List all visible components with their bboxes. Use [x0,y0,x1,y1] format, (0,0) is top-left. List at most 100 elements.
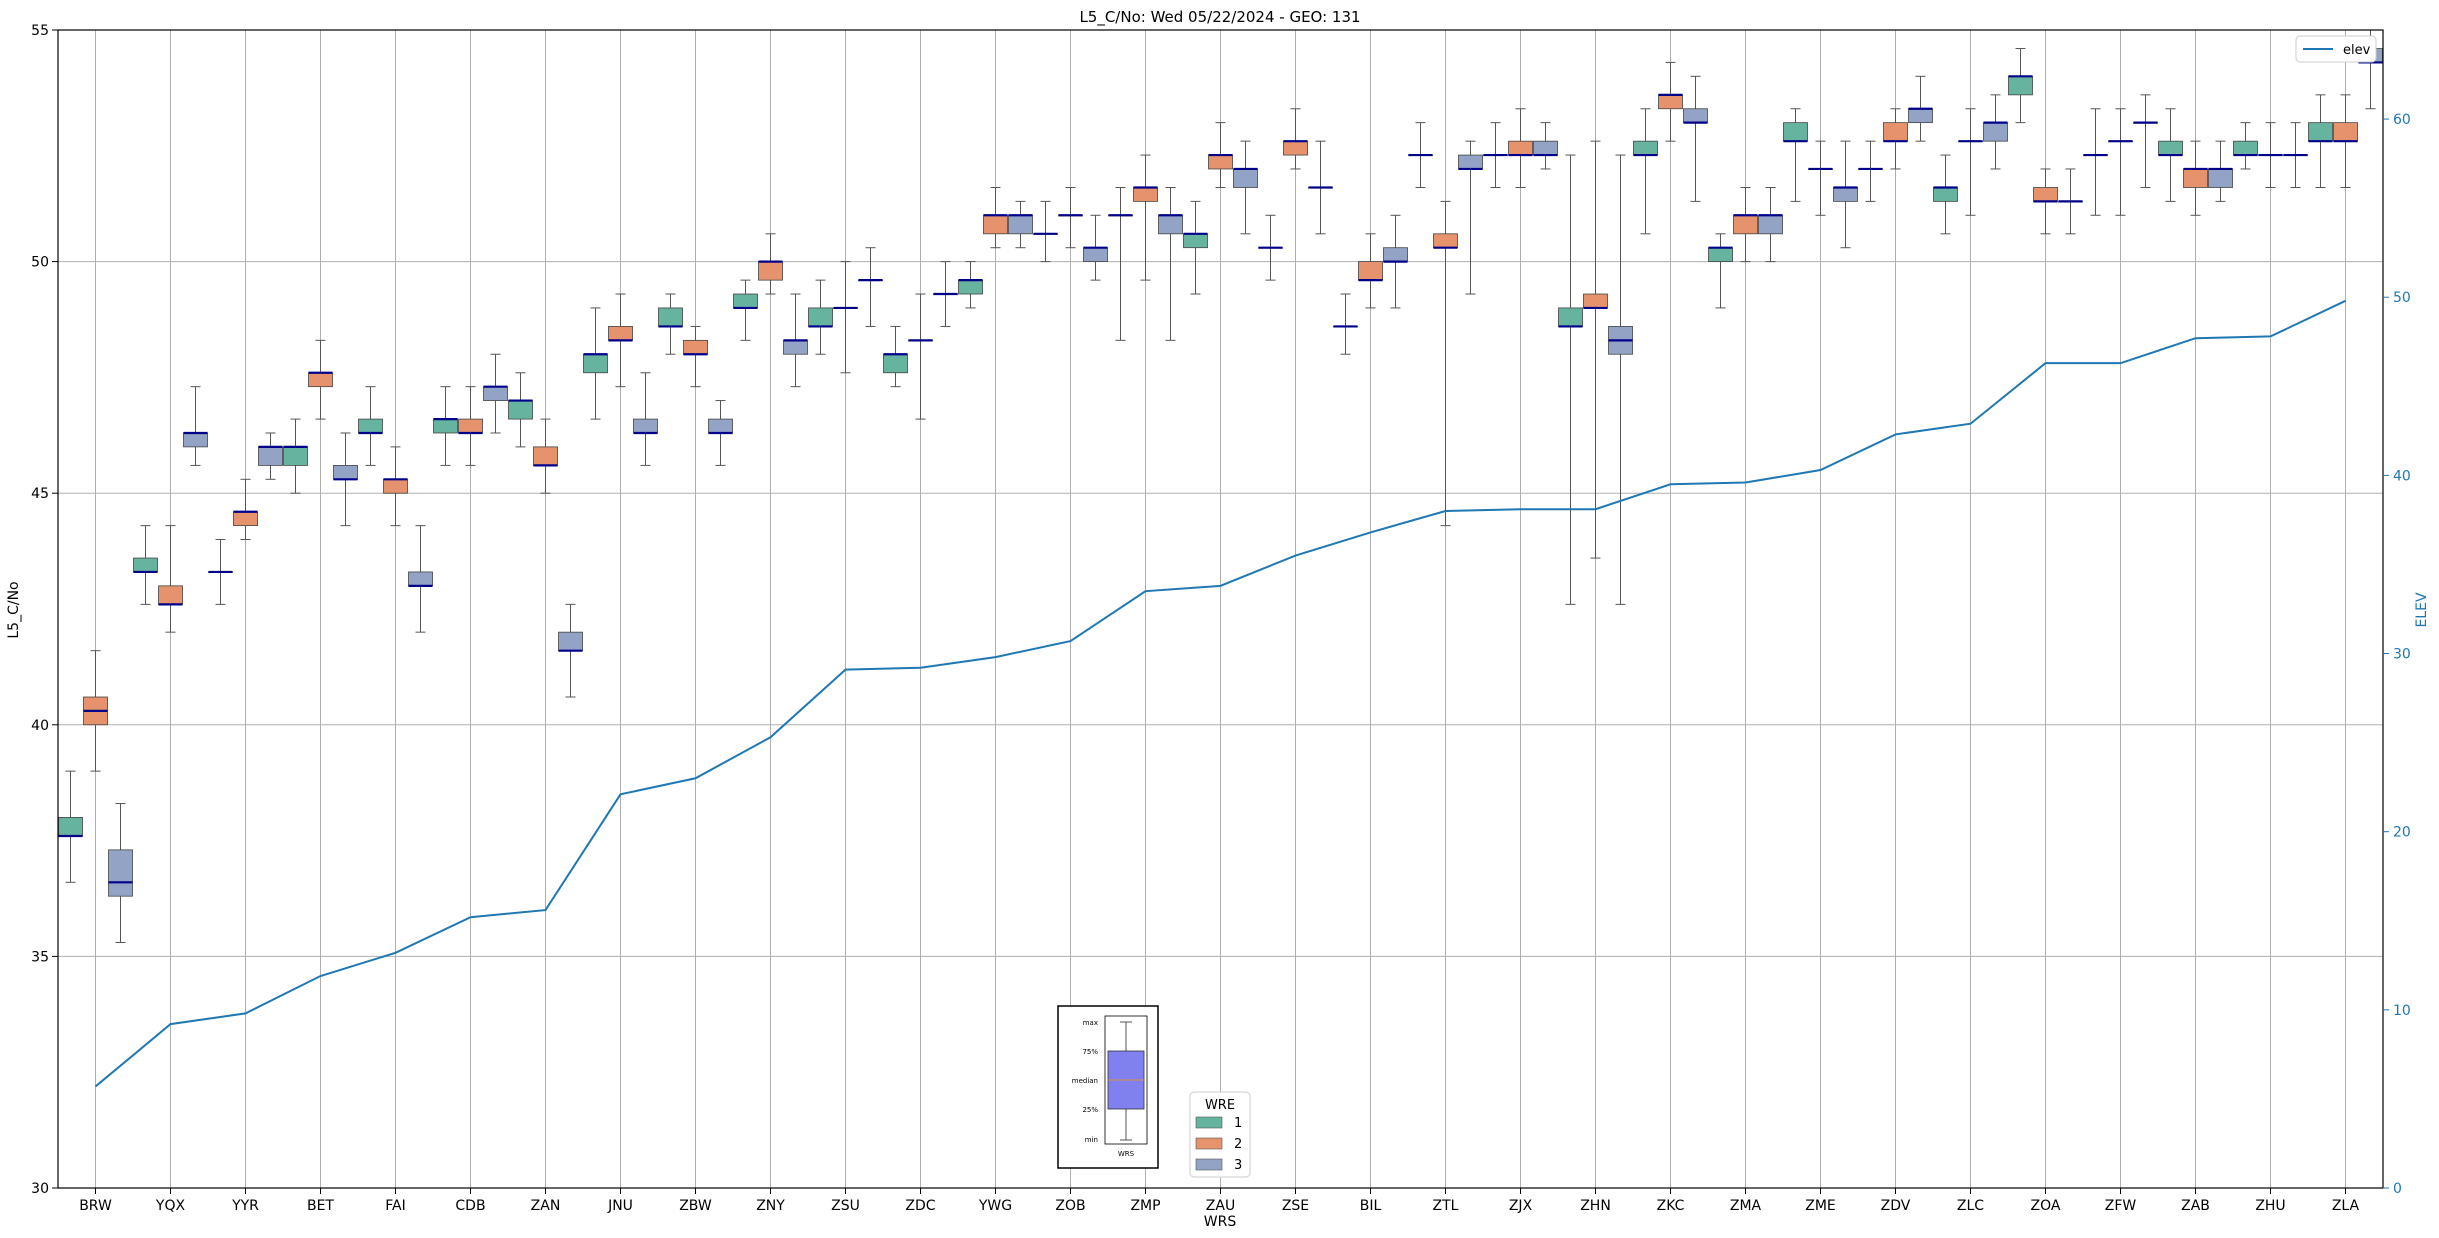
box-iqr [1458,154,1483,170]
box-ZHN-wre3 [1608,154,1633,605]
key-label-min: min [1085,1136,1098,1144]
box-ZKC-wre3 [1683,75,1708,202]
chart-title: L5_C/No: Wed 05/22/2024 - GEO: 131 [1079,8,1360,27]
legend-swatch-2 [1195,1137,1223,1150]
key-label-median: median [1072,1077,1098,1085]
box-iqr [333,465,358,480]
y-axis-left: 30 35 40 45 50 55 [31,23,58,1197]
key-xlabel: WRS [1118,1150,1135,1158]
x-tick-label: ZOA [2031,1198,2061,1214]
box-iqr [1183,233,1208,249]
box-iqr [1083,247,1108,262]
y-tick-label: 45 [31,486,49,502]
box-BET-wre3 [333,432,358,527]
box-iqr [1983,122,2008,142]
x-tick-label: ZBW [679,1198,712,1214]
x-tick-label: ZHU [2255,1198,2285,1214]
box-CDB-wre2 [458,386,483,466]
elev-line-group [94,299,2346,1088]
box-iqr [1583,293,1608,309]
legend-swatch-1 [1195,1116,1223,1129]
box-FAI-wre3 [408,525,433,633]
box-iqr [1383,247,1408,262]
box-JNU-wre3 [633,372,658,466]
x-tick-label: ZMA [1730,1198,1762,1214]
box-YQX-wre2 [158,525,183,633]
box-iqr [283,446,308,466]
box-BIL-wre3 [1383,214,1408,309]
box-iqr [1433,233,1458,249]
box-ZLC-wre3 [1983,94,2008,170]
box-BIL-wre1 [1333,293,1358,355]
box-ZNY-wre2 [758,233,783,295]
box-BRW-wre3 [108,803,133,944]
legend-label-1: 1 [1234,1116,1242,1131]
legend-label-3: 3 [1234,1158,1242,1173]
wre-legend-frame [1189,1091,1251,1178]
legend-label-2: 2 [1234,1137,1242,1152]
box-ZKC-wre2 [1658,61,1683,142]
box-iqr [1633,140,1658,156]
elev-legend-frame [2295,35,2377,63]
box-iqr [633,418,658,434]
box-ZDC-wre3 [933,261,958,327]
y2-tick-label: 60 [2393,112,2411,128]
box-ZBW-wre2 [683,325,708,388]
box-iqr [408,571,433,587]
box-BET-wre2 [308,339,333,420]
x-tick-label: CDB [455,1198,485,1214]
legend-swatch-3 [1195,1158,1223,1171]
key-label-max: max [1083,1019,1098,1027]
box-ZBW-wre1 [658,293,683,355]
y2-tick-label: 0 [2393,1181,2402,1197]
y-tick-label: 55 [31,23,49,39]
box-iqr [1783,122,1808,142]
box-ZFW-wre1 [2083,108,2108,216]
box-iqr [233,511,258,527]
y-tick-label: 30 [31,1181,49,1197]
y-tick-label: 35 [31,949,49,965]
box-ZAB-wre2 [2183,140,2208,216]
box-JNU-wre1 [583,307,608,420]
box-iqr [2158,140,2183,156]
x-tick-label: JNU [607,1198,633,1214]
box-YQX-wre3 [183,386,208,466]
box-iqr [2183,168,2208,188]
box-iqr [1733,214,1758,235]
box-iqr [1283,140,1308,156]
y-tick-label: 50 [31,255,49,271]
x-axis-label: WRS [1204,1214,1237,1230]
box-iqr [983,214,1008,235]
x-tick-label: ZLC [1957,1198,1984,1214]
box-iqr [2033,187,2058,202]
y2-tick-label: 30 [2393,647,2411,663]
y-axis-label: L5_C/No [6,581,22,638]
x-tick-label: ZAB [2181,1198,2210,1214]
box-ZME-wre3 [1833,140,1858,249]
box-ZOA-wre1 [2008,48,2033,124]
y2-axis-label: ELEV [2414,592,2430,627]
box-iqr [683,339,708,355]
box-iqr [2208,168,2233,188]
box-JNU-wre2 [608,293,633,388]
box-ZNY-wre1 [733,279,758,341]
x-tick-label: ZKC [1657,1198,1685,1214]
box-iqr [133,557,158,573]
x-tick-label: YQX [155,1198,186,1214]
box-YWG-wre3 [1008,200,1033,249]
box-ZJX-wre1 [1483,122,1508,188]
box-ZOA-wre3 [2058,168,2083,235]
box-iqr [308,372,333,388]
box-iqr [1933,187,1958,202]
box-ZLA-wre1 [2308,94,2333,188]
box-iqr [733,293,758,309]
box-ZAU-wre2 [1208,122,1233,188]
box-iqr [783,339,808,355]
box-iqr [1708,247,1733,262]
box-key-inset: max 75% median 25% min WRS [1057,1005,1159,1169]
box-ZAB-wre1 [2158,108,2183,202]
box-iqr [2233,140,2258,156]
box-ZAU-wre3 [1233,140,1258,235]
box-ZME-wre1 [1783,108,1808,202]
